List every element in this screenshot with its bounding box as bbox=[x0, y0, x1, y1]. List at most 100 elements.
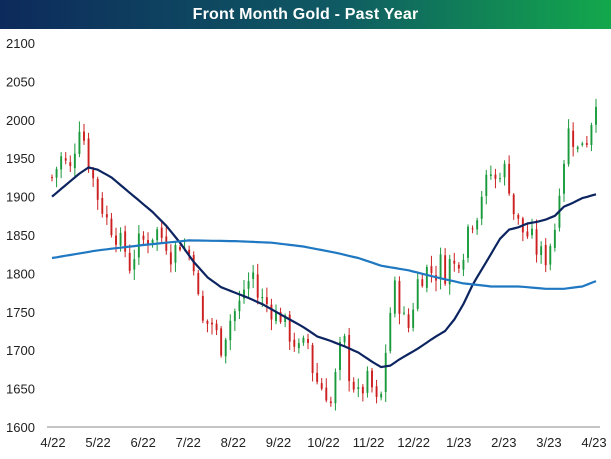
candle bbox=[110, 213, 113, 238]
candle bbox=[471, 225, 474, 234]
candle bbox=[384, 344, 387, 403]
candle bbox=[585, 135, 588, 148]
candle bbox=[197, 269, 200, 296]
y-tick-label: 1850 bbox=[6, 228, 35, 243]
y-axis: 1600 1650 1700 1750 1800 1850 1900 1950 2000 2050… bbox=[6, 36, 35, 435]
candle bbox=[247, 272, 250, 299]
candle bbox=[448, 254, 451, 295]
candle bbox=[521, 216, 524, 242]
candle bbox=[206, 319, 209, 333]
chart-area: 1600 1650 1700 1750 1800 1850 1900 1950 2000 2050… bbox=[6, 36, 607, 450]
candle bbox=[581, 141, 584, 147]
x-tick-label: 6/22 bbox=[131, 435, 156, 450]
candle bbox=[142, 231, 145, 245]
y-tick-label: 1900 bbox=[6, 190, 35, 205]
candle bbox=[512, 193, 515, 220]
candle bbox=[526, 222, 529, 239]
candle bbox=[544, 238, 547, 273]
candle bbox=[128, 244, 131, 274]
y-tick-label: 1750 bbox=[6, 305, 35, 320]
candle bbox=[508, 155, 511, 196]
candle bbox=[421, 273, 424, 288]
candle bbox=[169, 244, 172, 273]
candle bbox=[535, 219, 538, 263]
y-tick-label: 2050 bbox=[6, 74, 35, 89]
candle bbox=[101, 192, 104, 218]
candle bbox=[320, 378, 323, 391]
candle bbox=[329, 396, 332, 407]
candle bbox=[416, 273, 419, 312]
candle bbox=[439, 247, 442, 290]
y-tick-label: 2100 bbox=[6, 36, 35, 51]
candle bbox=[371, 368, 373, 393]
candle bbox=[517, 213, 520, 225]
candle bbox=[380, 391, 383, 401]
candle bbox=[270, 298, 273, 331]
candle bbox=[485, 169, 488, 205]
candle bbox=[348, 328, 351, 392]
candle bbox=[124, 225, 127, 258]
candle bbox=[343, 333, 346, 346]
x-tick-label: 3/23 bbox=[536, 435, 561, 450]
candle bbox=[288, 310, 291, 350]
chart-title-bar: Front Month Gold - Past Year bbox=[0, 0, 611, 29]
y-tick-label: 1650 bbox=[6, 382, 35, 397]
moving-averages bbox=[51, 166, 597, 369]
candle bbox=[430, 255, 433, 283]
candle bbox=[366, 366, 369, 398]
candle bbox=[297, 338, 300, 354]
candle bbox=[293, 332, 296, 352]
candle bbox=[352, 377, 355, 393]
candle bbox=[467, 224, 469, 263]
x-tick-label: 11/22 bbox=[353, 435, 385, 450]
y-tick-label: 2000 bbox=[6, 113, 35, 128]
candle bbox=[233, 308, 236, 331]
candle bbox=[78, 121, 81, 158]
candle bbox=[188, 245, 191, 261]
candle bbox=[503, 160, 506, 186]
candle bbox=[325, 378, 328, 403]
candle bbox=[51, 174, 53, 182]
candle bbox=[265, 287, 268, 313]
candle bbox=[133, 249, 136, 281]
candle bbox=[211, 318, 213, 335]
candle bbox=[462, 253, 465, 277]
candle bbox=[334, 368, 337, 411]
candle bbox=[590, 122, 593, 152]
candle bbox=[553, 223, 556, 252]
candle bbox=[576, 145, 579, 153]
candle bbox=[69, 155, 72, 173]
candle bbox=[476, 217, 479, 235]
candle bbox=[595, 98, 597, 133]
candle bbox=[375, 379, 378, 404]
candle bbox=[224, 337, 227, 364]
candle bbox=[215, 319, 218, 336]
candles bbox=[51, 98, 597, 411]
candle bbox=[572, 122, 575, 157]
candle bbox=[311, 342, 314, 382]
candle bbox=[252, 265, 255, 289]
candle bbox=[220, 326, 223, 358]
candle bbox=[105, 205, 108, 225]
x-axis: 4/22 5/22 6/22 7/22 8/22 9/22 10/22 11/22 12/22 1… bbox=[40, 435, 606, 450]
candle bbox=[494, 168, 497, 189]
candle bbox=[60, 152, 63, 179]
candle bbox=[567, 119, 570, 167]
candle bbox=[174, 241, 177, 272]
candle bbox=[147, 232, 149, 254]
x-tick-label: 4/23 bbox=[581, 435, 606, 450]
y-tick-label: 1950 bbox=[6, 151, 35, 166]
candle bbox=[389, 307, 392, 354]
candle bbox=[398, 276, 401, 325]
ma-line-long bbox=[51, 239, 597, 290]
x-tick-label: 4/22 bbox=[40, 435, 65, 450]
candle bbox=[563, 160, 565, 202]
y-tick-label: 1700 bbox=[6, 343, 35, 358]
x-tick-label: 2/23 bbox=[491, 435, 516, 450]
candle bbox=[480, 191, 483, 226]
candle bbox=[549, 243, 552, 271]
candle bbox=[407, 308, 410, 333]
candle bbox=[302, 335, 305, 346]
candle bbox=[156, 226, 159, 251]
y-tick-label: 1600 bbox=[6, 420, 35, 435]
